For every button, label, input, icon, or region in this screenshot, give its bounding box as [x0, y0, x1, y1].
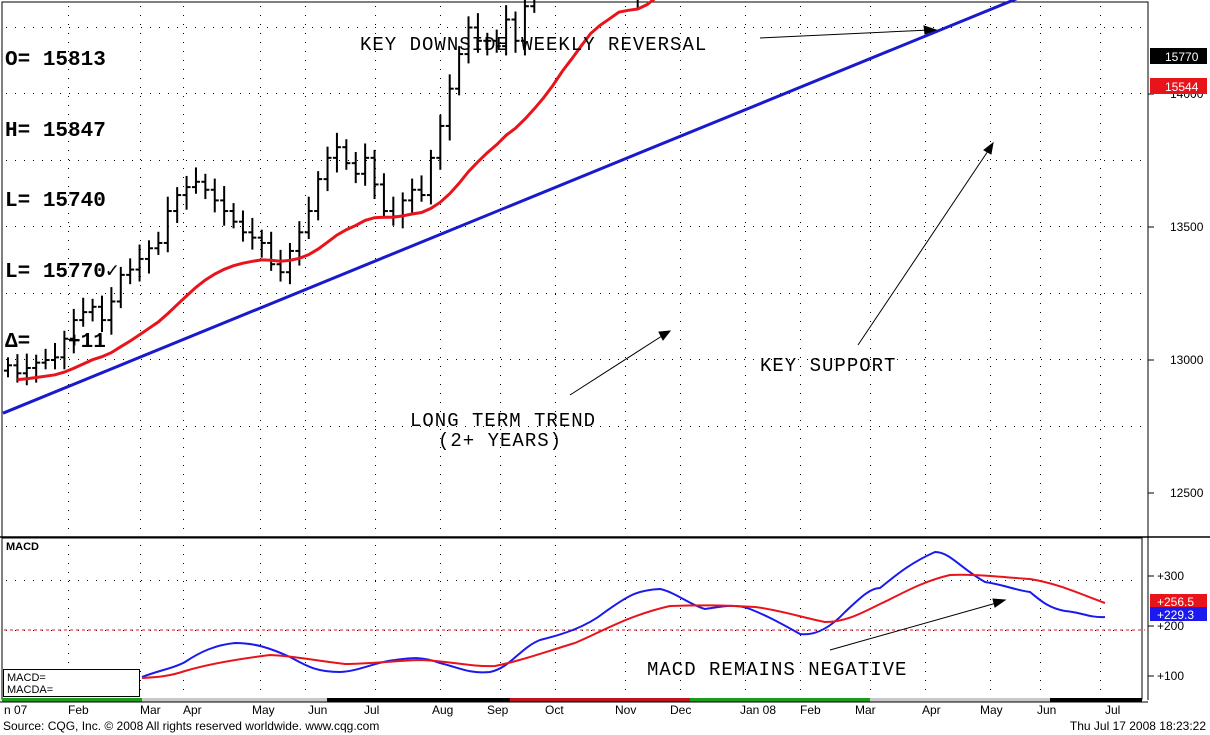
macd-badge: [1150, 607, 1207, 621]
macd-value-label: +229.3: [1157, 608, 1194, 622]
readout-change-label: Δ=: [5, 331, 31, 354]
price-tick-label: 13000: [1170, 353, 1204, 367]
x-axis-label: Nov: [615, 703, 636, 717]
readout-open: O= 15813: [5, 49, 118, 73]
annotation-support: KEY SUPPORT: [760, 355, 896, 377]
moving-average-badge: [1150, 78, 1207, 94]
macd-panel-title: MACD: [6, 541, 39, 553]
x-axis-label: Mar: [140, 703, 161, 717]
price-tick-label: 13500: [1170, 220, 1204, 234]
footer-source: Source: CQG, Inc. © 2008 All rights rese…: [3, 719, 380, 733]
readout-change-value: +11: [42, 331, 106, 354]
x-axis-label: May: [980, 703, 1003, 717]
readout-open-label: O=: [5, 49, 31, 72]
x-axis-label: Apr: [183, 703, 202, 717]
x-axis-label: Oct: [545, 703, 564, 717]
last-price-badge: [1150, 48, 1207, 64]
x-axis-label: Jul: [1105, 703, 1120, 717]
x-axis-label: Aug: [432, 703, 453, 717]
readout-low-value: 15740: [42, 190, 106, 213]
price-bars: [4, 0, 639, 386]
x-axis-label: Jun: [308, 703, 327, 717]
macda-badge: [1150, 594, 1207, 608]
x-axis-label: Jul: [364, 703, 379, 717]
grid-dots: [6, 6, 1141, 690]
x-axis-label: May: [252, 703, 275, 717]
macd-legend: MACD= MACDA=: [3, 669, 140, 697]
x-axis-label: Mar: [855, 703, 876, 717]
readout-open-value: 15813: [42, 49, 106, 72]
x-axis-label: n 07: [4, 703, 28, 717]
long-term-trend-line: [2, 0, 1018, 415]
annotation-arrows: [569, 25, 1007, 651]
price-tick-label: 12500: [1170, 486, 1204, 500]
x-axis-labels: n 07 Feb Mar Apr May Jun Jul Aug Sep Oct Nov Dec Jan…: [4, 703, 1120, 717]
footer-timestamp: Thu Jul 17 2008 18:23:22: [1069, 719, 1206, 733]
readout-low-label: L=: [5, 190, 31, 213]
price-panel-frame: [1, 1, 1149, 538]
x-axis-label: Feb: [800, 703, 821, 717]
legend-macda: MACDA=: [7, 684, 54, 696]
x-axis-label: Feb: [68, 703, 89, 717]
x-axis-label: Sep: [487, 703, 509, 717]
x-axis-label: Jan 08: [740, 703, 776, 717]
legend-macd: MACD=: [7, 672, 46, 684]
moving-average-line: [17, 0, 656, 382]
moving-average-label: 15544: [1165, 80, 1199, 94]
annotation-macd: MACD REMAINS NEGATIVE: [647, 659, 907, 681]
x-axis-label: Jun: [1037, 703, 1056, 717]
x-axis-strip: [0, 698, 1148, 703]
macd-tick-label: +300: [1157, 569, 1184, 583]
readout-last-value: 15770✓: [42, 260, 119, 284]
annotation-trend-line2: (2+ YEARS): [438, 430, 562, 452]
ohlc-readout: O= 15813 H= 15847 L= 15740 L= 15770✓ Δ= …: [5, 2, 118, 378]
readout-change: Δ= +11: [5, 331, 118, 355]
last-price-label: 15770: [1165, 50, 1199, 64]
macd-axis: +100 +200 +300: [1148, 569, 1184, 683]
readout-low: L= 15740: [5, 190, 118, 214]
readout-last: L= 15770✓: [5, 261, 118, 285]
readout-last-label: L=: [5, 260, 31, 284]
macd-tick-label: +100: [1157, 669, 1184, 683]
macd-tick-label: +200: [1157, 619, 1184, 633]
macd-line: [141, 550, 1106, 678]
readout-high: H= 15847: [5, 120, 118, 144]
annotation-trend-line1: LONG TERM TREND: [410, 410, 596, 432]
price-axis: 1250013000135001400014500150001550016000: [1148, 87, 1204, 500]
macd-average-line: [141, 573, 1106, 679]
x-axis-label: Apr: [922, 703, 941, 717]
annotation-reversal: KEY DOWNSIDE WEEKLY REVERSAL: [360, 34, 707, 56]
x-axis-label: Dec: [670, 703, 691, 717]
readout-high-label: H=: [5, 119, 31, 143]
macda-value-label: +256.5: [1157, 595, 1194, 609]
readout-high-value: 15847: [42, 119, 106, 143]
